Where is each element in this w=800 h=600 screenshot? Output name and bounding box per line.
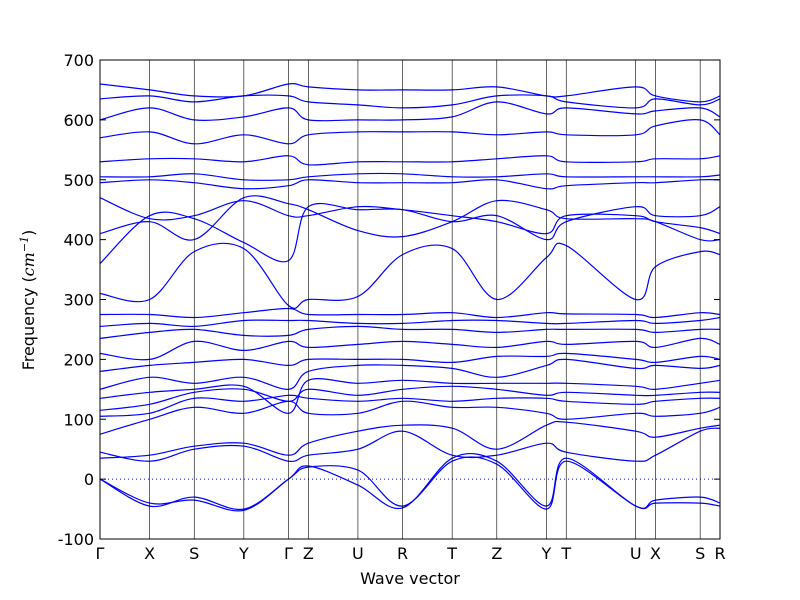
y-tick-label: 100 [63, 410, 94, 429]
x-tick-label: X [144, 544, 155, 563]
band-6 [100, 394, 720, 417]
x-tick-label: S [189, 544, 199, 563]
y-tick-label: 300 [63, 291, 94, 310]
y-axis-unit-exponent: −1 [18, 236, 31, 252]
band-7 [100, 385, 720, 411]
x-tick-label: X [650, 544, 661, 563]
band-13 [100, 316, 720, 328]
band-20 [100, 172, 720, 181]
band-12 [100, 325, 720, 339]
x-tick-label: U [630, 544, 642, 563]
x-tick-label: U [352, 544, 364, 563]
x-axis-label: Wave vector [360, 569, 460, 588]
band-24 [100, 94, 720, 109]
y-axis-unit: cm [19, 252, 38, 276]
band-4 [100, 420, 720, 459]
x-tick-label: Γ [96, 544, 105, 563]
band-17 [100, 195, 720, 242]
x-tick-label: S [695, 544, 705, 563]
band-21 [100, 155, 720, 166]
band-11 [100, 337, 720, 361]
band-14 [100, 307, 720, 319]
y-tick-label: 0 [84, 470, 94, 489]
x-tick-label: Y [541, 544, 552, 563]
band-10 [100, 352, 720, 372]
x-tick-label: R [397, 544, 408, 563]
band-3 [100, 427, 720, 463]
y-tick-label: 400 [63, 231, 94, 250]
band-8 [100, 378, 720, 414]
band-16 [100, 202, 720, 265]
kpoint-divider-lines [149, 60, 701, 539]
x-tick-label: Z [303, 544, 314, 563]
y-tick-label: 500 [63, 171, 94, 190]
band-18 [100, 197, 720, 235]
x-tick-label: T [446, 544, 457, 563]
y-tick-label: -100 [58, 530, 94, 549]
x-tick-label: T [560, 544, 571, 563]
y-axis-label: Frequency (cm−1) [18, 230, 39, 371]
band-15 [100, 242, 720, 309]
x-tick-label: R [714, 544, 725, 563]
band-5 [100, 400, 720, 435]
x-tick-label: Z [491, 544, 502, 563]
x-tick-label: Γ [284, 544, 293, 563]
y-tick-label: 200 [63, 350, 94, 369]
y-axis-ticks: -100 0 100 200 300 400 500 600 700 [58, 51, 720, 549]
band-19 [100, 178, 720, 190]
band-9 [100, 358, 720, 390]
band-2 [100, 453, 720, 512]
band-25 [100, 83, 720, 103]
band-22 [100, 119, 720, 145]
phonon-bands [100, 83, 720, 512]
y-axis-label-text: Frequency [19, 288, 38, 371]
band-1 [100, 456, 720, 511]
band-23 [100, 101, 720, 122]
y-tick-label: 600 [63, 111, 94, 130]
y-tick-label: 700 [63, 51, 94, 70]
x-tick-label: Y [238, 544, 249, 563]
